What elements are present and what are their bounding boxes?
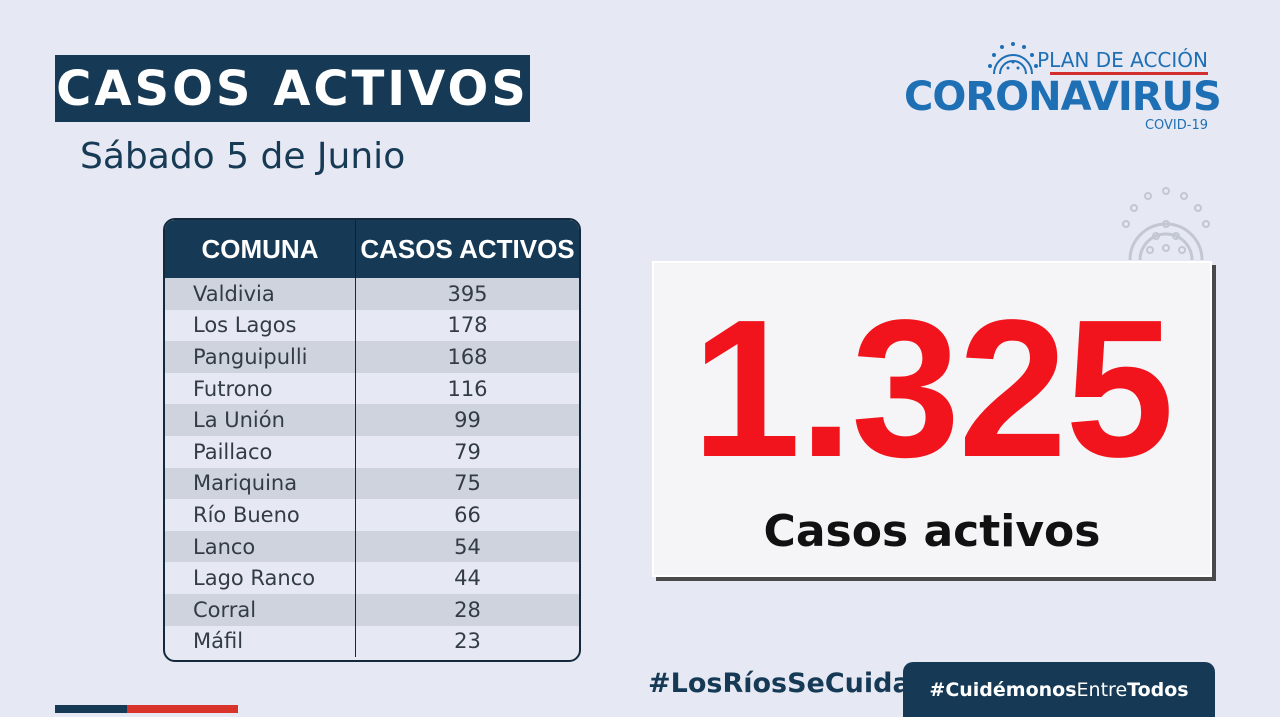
- brand-stripe: [55, 705, 238, 713]
- casos-cell: 54: [454, 534, 481, 559]
- comuna-cell: Corral: [165, 593, 356, 626]
- table-row: Mariquina 75: [165, 467, 579, 500]
- comuna-cell: Lanco: [165, 530, 356, 563]
- comuna-cell: Valdivia: [165, 278, 356, 310]
- logo-plan-text: PLAN DE ACCIÓN: [1037, 48, 1208, 72]
- column-header-comuna: COMUNA: [165, 220, 356, 278]
- table-row: Río Bueno 66: [165, 499, 579, 531]
- table-row: Panguipulli 168: [165, 341, 579, 373]
- table-row: Lanco 54: [165, 530, 579, 563]
- comuna-cell: Río Bueno: [165, 499, 356, 531]
- virus-icon: [988, 42, 1038, 75]
- logo-coronavirus-text: CORONAVIRUS: [904, 74, 1222, 120]
- virus-watermark-icon: [1122, 187, 1210, 260]
- comuna-cell: Lago Ranco: [165, 562, 356, 594]
- comuna-cell: Paillaco: [165, 435, 356, 468]
- comuna-cell: Los Lagos: [165, 309, 356, 342]
- column-header-casos: CASOS ACTIVOS: [360, 233, 575, 264]
- casos-cell: 75: [454, 471, 481, 496]
- hashtag-los-rios: #LosRíosSeCuida: [648, 668, 911, 699]
- table-row: Valdivia 395: [165, 278, 579, 310]
- hashtag-part: #Cuidémonos: [929, 678, 1077, 701]
- casos-cell: 66: [454, 502, 481, 527]
- comuna-cell: Mariquina: [165, 467, 356, 500]
- page-title: CASOS ACTIVOS: [55, 55, 530, 122]
- casos-cell: 99: [454, 408, 481, 433]
- logo-divider: [1050, 72, 1208, 75]
- casos-cell: 395: [447, 281, 488, 306]
- total-cases-card: 1.325 Casos activos: [652, 261, 1212, 577]
- table-row: Los Lagos 178: [165, 309, 579, 342]
- comuna-cell: Máfil: [165, 625, 356, 658]
- comuna-cell: Panguipulli: [165, 341, 356, 373]
- table-row: Máfil 23: [165, 625, 579, 658]
- comuna-cell: La Unión: [165, 404, 356, 436]
- hashtag-cuidemonos-banner: #Cuidémonos Entre Todos: [903, 662, 1215, 717]
- stripe-red: [127, 705, 238, 713]
- table-header: COMUNA CASOS ACTIVOS: [165, 220, 579, 278]
- hashtag-part: Todos: [1127, 678, 1189, 701]
- cases-table: COMUNA CASOS ACTIVOS Valdivia 395 Los La…: [163, 218, 581, 662]
- casos-cell: 168: [447, 344, 488, 369]
- total-cases-number: 1.325: [691, 279, 1174, 498]
- table-row: Lago Ranco 44: [165, 562, 579, 594]
- table-row: Paillaco 79: [165, 435, 579, 468]
- casos-cell: 79: [454, 439, 481, 464]
- casos-cell: 178: [447, 313, 488, 338]
- comuna-cell: Futrono: [165, 372, 356, 405]
- casos-cell: 23: [454, 629, 481, 654]
- table-row: La Unión 99: [165, 404, 579, 436]
- table-row: Corral 28: [165, 593, 579, 626]
- casos-cell: 116: [447, 376, 488, 401]
- hashtag-part: Entre: [1076, 678, 1128, 701]
- casos-cell: 44: [454, 566, 481, 591]
- logo-covid-text: COVID-19: [1144, 118, 1208, 133]
- stripe-blue: [55, 705, 127, 713]
- total-cases-label: Casos activos: [763, 506, 1101, 557]
- casos-cell: 28: [454, 597, 481, 622]
- report-date: Sábado 5 de Junio: [80, 136, 406, 177]
- coronavirus-plan-logo: PLAN DE ACCIÓN CORONAVIRUS COVID-19: [900, 38, 1222, 138]
- table-row: Futrono 116: [165, 372, 579, 405]
